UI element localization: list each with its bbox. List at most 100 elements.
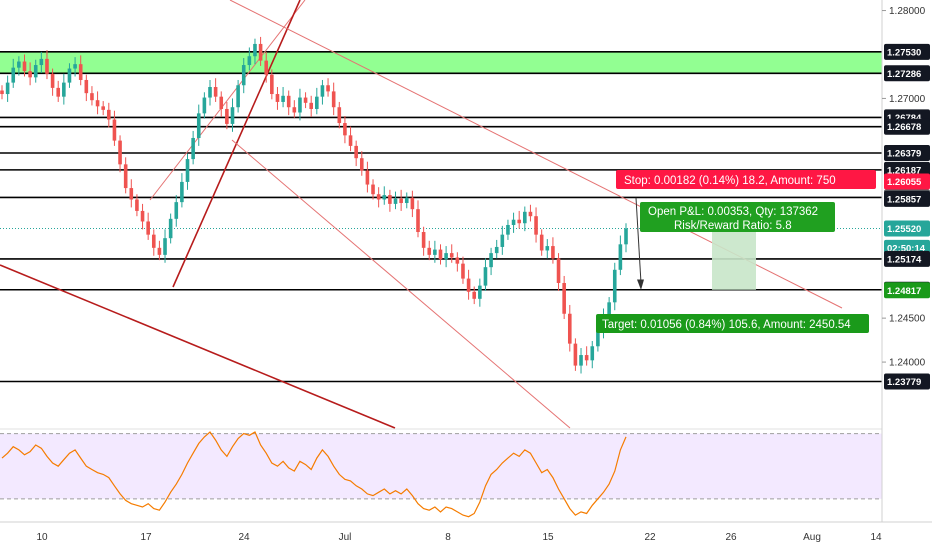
candle-body xyxy=(382,195,387,200)
price-label: 1.26379 xyxy=(887,149,921,160)
price-label: 1.25174 xyxy=(887,254,922,265)
candle-body xyxy=(129,188,134,200)
candle-body xyxy=(286,95,291,108)
candle-body xyxy=(174,202,179,219)
candle-body xyxy=(551,246,555,259)
price-label-box xyxy=(884,250,930,267)
candle-body xyxy=(236,85,240,108)
candle-body xyxy=(191,137,195,160)
candle-body xyxy=(298,97,302,113)
price-tick-label: 1.24000 xyxy=(889,358,926,369)
candle-body xyxy=(196,113,201,138)
position-tool[interactable]: Stop: 0.00182 (0.14%) 18.2, Amount: 750 … xyxy=(596,170,876,333)
trendline[interactable] xyxy=(0,264,396,429)
candle-body xyxy=(461,263,465,279)
candle-body xyxy=(359,158,364,171)
candle-body xyxy=(556,258,561,283)
candle-body xyxy=(135,199,139,211)
candle-body xyxy=(483,267,488,286)
candle-body xyxy=(612,269,617,303)
candle-body xyxy=(590,346,595,361)
candle-body xyxy=(567,313,572,344)
price-tick-label: 1.24500 xyxy=(889,314,926,325)
candle-body xyxy=(399,198,403,204)
time-tick-label: 22 xyxy=(644,532,656,543)
price-label: 1.26055 xyxy=(887,177,922,188)
price-label: 1.26187 xyxy=(887,165,921,176)
candle-body xyxy=(371,184,375,195)
candle-body xyxy=(500,234,505,247)
price-label-box xyxy=(884,220,930,237)
candle-body xyxy=(90,93,94,101)
candle-body xyxy=(562,282,566,314)
candle-body xyxy=(168,218,173,239)
candle-body xyxy=(607,302,611,318)
time-tick-label: 14 xyxy=(870,532,882,543)
trendline[interactable] xyxy=(149,0,306,201)
candle-body xyxy=(309,102,313,109)
candle-body xyxy=(5,82,10,95)
candle-body xyxy=(517,219,521,224)
candle-body xyxy=(180,181,184,203)
candle-body xyxy=(416,209,420,233)
trendline[interactable] xyxy=(231,139,571,429)
candle-body xyxy=(489,253,493,268)
candle-body xyxy=(45,58,49,74)
time-tick-label: 10 xyxy=(36,532,48,543)
candle-body xyxy=(123,164,128,189)
candle-body xyxy=(101,106,105,110)
price-label-box xyxy=(884,145,930,162)
rsi-line[interactable] xyxy=(1,431,627,518)
candle-body xyxy=(404,197,409,204)
candle-body xyxy=(376,194,381,200)
candle-body xyxy=(157,247,162,255)
price-label: 02:50:14 xyxy=(887,243,926,254)
candle-body xyxy=(50,73,55,88)
time-axis[interactable]: 10 17 24 Jul 8 15 22 26 Aug 14 xyxy=(0,521,932,543)
candle-body xyxy=(275,94,280,102)
price-label: 1.24817 xyxy=(887,286,921,297)
candle-body xyxy=(523,211,527,224)
forecast-arrowhead xyxy=(637,279,644,291)
candle-body xyxy=(466,278,471,292)
candle-body xyxy=(185,159,190,182)
candle-body xyxy=(0,90,4,95)
price-label: 1.26784 xyxy=(887,113,922,124)
candle-body xyxy=(151,234,156,248)
candle-body xyxy=(208,87,212,98)
price-label-box xyxy=(884,190,930,207)
price-label-box xyxy=(884,43,930,60)
candle-body xyxy=(320,85,325,97)
candle-body xyxy=(444,253,448,260)
candle-body xyxy=(140,210,145,222)
candle-body xyxy=(472,291,477,299)
candle-body xyxy=(219,96,224,109)
candle-body xyxy=(270,74,274,95)
time-tick-label: Aug xyxy=(803,532,821,543)
price-label-box xyxy=(884,118,930,135)
candle-body xyxy=(95,100,100,107)
candle-body xyxy=(393,198,398,204)
price-axis[interactable]: 1.28000 1.27000 1.24500 1.24000 1.27530 1.272… xyxy=(881,0,932,522)
candle-body xyxy=(421,232,426,248)
pnl-label: Open P&L: 0.00353, Qty: 137362 xyxy=(648,206,818,218)
candle-body xyxy=(303,97,308,103)
candle-body xyxy=(28,71,32,78)
stop-label: Stop: 0.00182 (0.14%) 18.2, Amount: 750 xyxy=(624,175,836,187)
candle-body xyxy=(253,43,257,57)
target-box xyxy=(596,314,869,333)
candle-body xyxy=(202,97,207,114)
candle-body xyxy=(433,249,437,255)
candle-body xyxy=(331,91,336,108)
candle-body xyxy=(62,82,66,97)
price-tick-label: 1.28000 xyxy=(889,6,926,17)
candle-body xyxy=(449,253,454,258)
candle-body xyxy=(343,123,347,136)
time-tick-label: Jul xyxy=(339,532,352,543)
candle-body xyxy=(579,355,583,366)
candle-body xyxy=(584,355,589,361)
candle-body xyxy=(337,107,342,124)
candle-body xyxy=(112,119,117,141)
price-label-box xyxy=(884,65,930,82)
